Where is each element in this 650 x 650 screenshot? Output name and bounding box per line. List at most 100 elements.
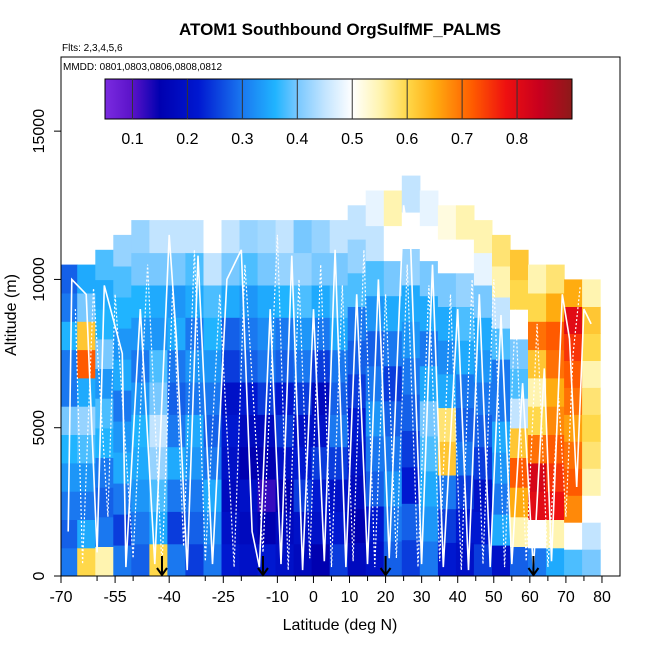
- heatmap-cell: [383, 541, 403, 576]
- heatmap-cell: [383, 190, 403, 227]
- heatmap-cell: [167, 511, 186, 545]
- heatmap-cell: [311, 317, 331, 351]
- heatmap-cell: [257, 511, 277, 545]
- heatmap-cell: [77, 321, 96, 351]
- heatmap-cell: [149, 511, 168, 545]
- heatmap-cell: [564, 522, 583, 550]
- arrow-head: [527, 567, 540, 577]
- heatmap-cell: [564, 441, 583, 469]
- heatmap-cell: [77, 406, 96, 435]
- heatmap-cell: [383, 260, 403, 297]
- heatmap-cell: [329, 414, 349, 448]
- heatmap-cell: [61, 377, 78, 407]
- heatmap-cell: [546, 547, 565, 576]
- heatmap-cell: [582, 279, 601, 307]
- heatmap-cell: [257, 284, 277, 318]
- heatmap-cell: [582, 495, 601, 523]
- heatmap-cell: [95, 546, 114, 576]
- heatmap-cell: [419, 505, 439, 542]
- x-tick-label: 20: [377, 589, 395, 606]
- heatmap-cell: [131, 220, 150, 254]
- heatmap-cell: [437, 542, 457, 576]
- heatmap-cell: [257, 252, 277, 286]
- colorbar-gradient: [104, 78, 573, 120]
- heatmap-cell: [347, 205, 367, 240]
- heatmap-cell: [257, 446, 277, 480]
- heatmap-cell: [311, 414, 331, 448]
- heatmap-cell: [149, 349, 168, 383]
- x-axis-label: Latitude (deg N): [283, 617, 398, 634]
- colorbar-tick-label: 0.8: [506, 131, 528, 148]
- heatmap-cell: [61, 292, 78, 322]
- heatmap-cell: [455, 508, 475, 543]
- heatmap-cell: [131, 317, 150, 351]
- heatmap-cell: [419, 225, 439, 262]
- heatmap-cell: [149, 284, 168, 318]
- heatmap-cell: [239, 381, 259, 415]
- heatmap-cell: [61, 491, 78, 520]
- heatmap-cell: [311, 446, 331, 480]
- heatmap-cell: [95, 249, 114, 281]
- heatmap-cell: [329, 446, 349, 480]
- x-tick-label: -55: [104, 589, 127, 606]
- heatmap-cell: [311, 381, 331, 415]
- heatmap-cell: [365, 400, 385, 437]
- y-tick-label: 5000: [31, 410, 48, 446]
- heatmap-cell: [492, 545, 511, 576]
- heatmap-cell: [510, 279, 529, 310]
- heatmap-cell: [203, 478, 223, 512]
- heatmap-cell: [221, 284, 241, 318]
- heatmap-cell: [221, 543, 241, 576]
- heatmap-cell: [383, 330, 403, 367]
- heatmap-cell: [113, 421, 132, 453]
- heatmap-cell: [347, 441, 367, 476]
- y-tick-label: 15000: [31, 109, 48, 154]
- heatmap-cell: [473, 349, 493, 383]
- heatmap-cell: [546, 406, 565, 435]
- heatmap-cell: [419, 435, 439, 472]
- heatmap-cell: [203, 511, 223, 545]
- heatmap-cell: [329, 220, 349, 254]
- heatmap-cell: [401, 284, 421, 322]
- heatmap-cell: [347, 306, 367, 341]
- heatmap-cell: [473, 478, 493, 512]
- heatmap-cell: [329, 478, 349, 512]
- x-tick-label: 60: [521, 589, 539, 606]
- heatmap-cell: [203, 349, 223, 383]
- heatmap-cell: [77, 349, 96, 379]
- heatmap-cell: [221, 478, 241, 512]
- y-tick-label: 0: [31, 571, 48, 580]
- heatmap-cell: [293, 252, 313, 286]
- heatmap-cell: [113, 234, 132, 267]
- heatmap-cell: [131, 511, 150, 545]
- heatmap-cell: [528, 264, 547, 294]
- heatmap-cell: [221, 317, 241, 351]
- heatmap-cell: [419, 470, 439, 507]
- heatmap-cell: [257, 414, 277, 448]
- heatmap-cell: [473, 220, 493, 254]
- colorbar-tick-label: 0.1: [121, 131, 143, 148]
- heatmap-cell: [311, 543, 331, 576]
- heatmap-cell: [221, 349, 241, 383]
- heatmap-cell: [401, 503, 421, 541]
- heatmap-cell: [221, 511, 241, 545]
- heatmap-cell: [347, 373, 367, 409]
- heatmap-cell: [437, 272, 457, 307]
- x-tick-label: -10: [266, 589, 289, 606]
- heatmap-cell: [77, 434, 96, 464]
- x-tick-label: 30: [413, 589, 431, 606]
- heatmap-cell: [365, 295, 385, 332]
- heatmap-cell: [455, 239, 475, 274]
- heatmap-cell: [131, 543, 150, 576]
- heatmap-cell: [455, 205, 475, 240]
- heatmap-cell: [564, 279, 583, 307]
- heatmap-cell: [401, 466, 421, 504]
- heatmap-cell: [149, 414, 168, 448]
- heatmap-cell: [167, 414, 186, 448]
- heatmap-cell: [293, 478, 313, 512]
- heatmap-cell: [77, 462, 96, 492]
- heatmap-cell: [564, 387, 583, 415]
- heatmap-cell: [546, 321, 565, 351]
- heatmap-cell: [383, 365, 403, 402]
- heatmap-cell: [455, 373, 475, 409]
